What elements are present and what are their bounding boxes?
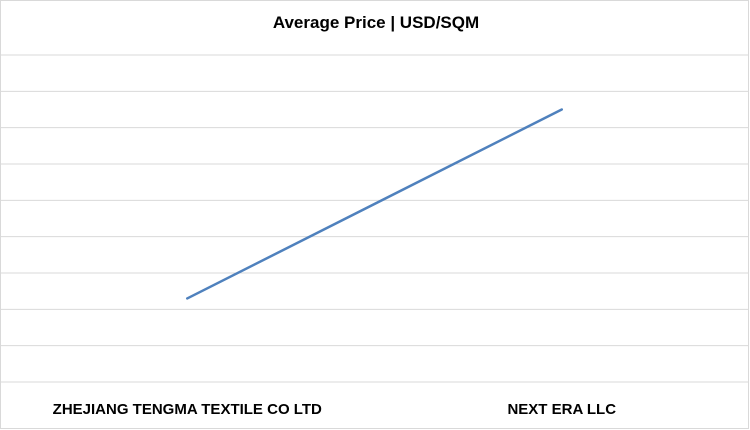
gridlines	[0, 54, 749, 383]
series-layer	[186, 108, 563, 300]
chart-title: Average Price | USD/SQM	[272, 13, 480, 32]
x-axis-ticks: ZHEJIANG TENGMA TEXTILE CO LTD NEXT ERA L…	[53, 401, 617, 418]
x-tick-label: NEXT ERA LLC	[507, 401, 616, 418]
series-line-0	[186, 108, 563, 300]
x-tick-label: ZHEJIANG TENGMA TEXTILE CO LTD	[53, 401, 322, 418]
